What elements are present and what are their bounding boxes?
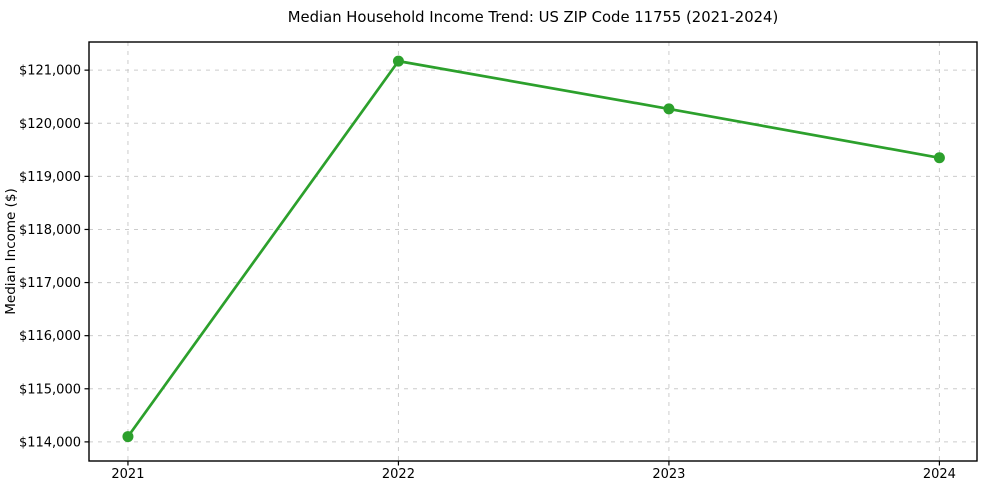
plot-frame — [88, 41, 978, 462]
data-point-marker — [663, 103, 675, 115]
y-tick-label: $115,000 — [19, 382, 81, 397]
y-tick-label: $120,000 — [19, 117, 81, 132]
y-axis-label: Median Income ($) — [3, 188, 19, 314]
trend-line — [126, 59, 941, 438]
trend-line-series — [122, 55, 945, 443]
tick-labels: $114,000 $115,000 $116,000 $117,000 $118,000… — [19, 64, 956, 482]
y-tick-label: $116,000 — [19, 329, 81, 344]
x-tick-label: 2021 — [111, 467, 144, 482]
data-point-marker — [392, 55, 404, 67]
y-tick-label: $114,000 — [19, 435, 81, 450]
y-tick-label: $121,000 — [19, 64, 81, 79]
y-tick-label: $119,000 — [19, 170, 81, 185]
data-point-marker — [933, 152, 945, 164]
x-tick-label: 2023 — [652, 467, 685, 482]
grid-layer — [89, 42, 977, 461]
chart-title: Median Household Income Trend: US ZIP Co… — [288, 9, 778, 26]
data-point-marker — [122, 431, 134, 443]
axes-frame — [84, 41, 978, 466]
x-tick-label: 2024 — [923, 467, 956, 482]
x-tick-label: 2022 — [382, 467, 415, 482]
y-tick-label: $118,000 — [19, 223, 81, 238]
y-tick-label: $117,000 — [19, 276, 81, 291]
